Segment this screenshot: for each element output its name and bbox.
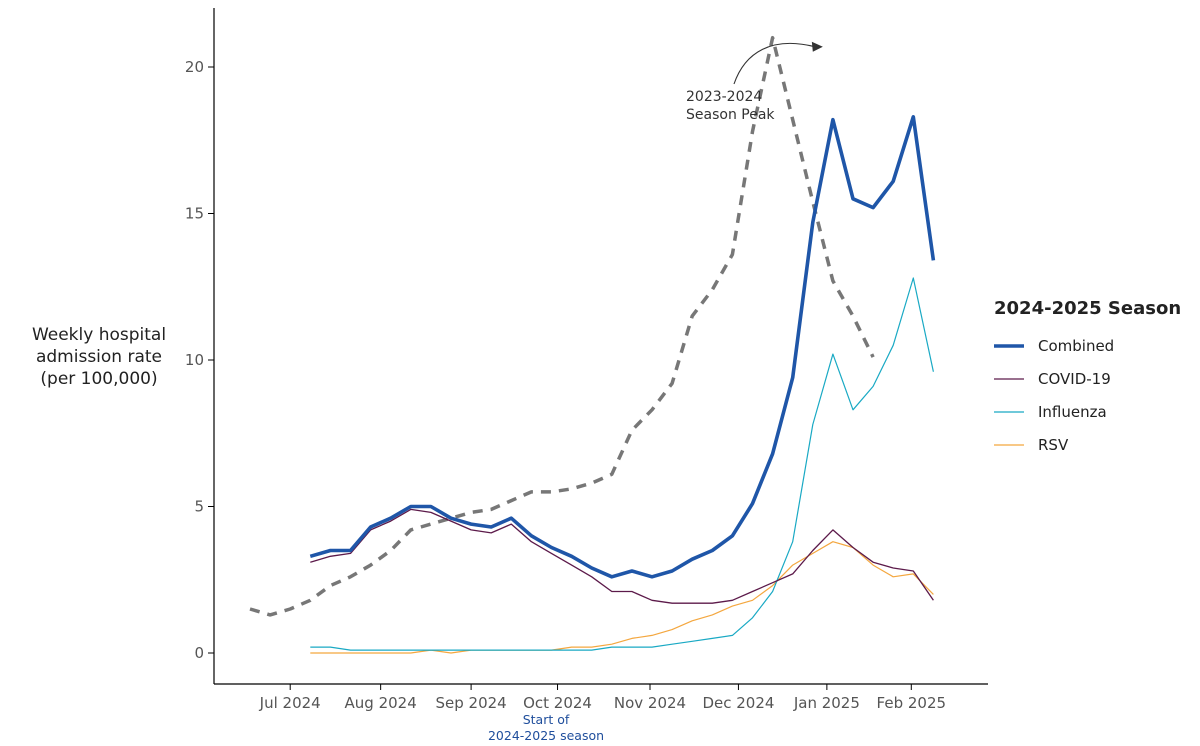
prior-season-peak-annotation: 2023-2024 Season Peak [686, 88, 775, 124]
legend-swatch-covid [994, 377, 1024, 380]
series-layer [249, 35, 936, 654]
series-line-prior [249, 35, 875, 617]
legend-label-influenza: Influenza [1038, 402, 1107, 421]
y-tick-label: 20 [185, 58, 204, 76]
annotation-arrowhead [811, 41, 823, 52]
y-tick-label: 10 [185, 351, 204, 369]
annotation-arrow [733, 42, 815, 85]
y-axis-label: Weekly hospital admission rate (per 100,… [18, 324, 180, 390]
x-tick-label: Dec 2024 [702, 694, 774, 712]
legend-title: 2024-2025 Season [994, 298, 1182, 319]
legend: 2024-2025 Season Combined COVID-19 Influ… [994, 298, 1181, 461]
series-line-rsv [310, 541, 934, 654]
legend-item-influenza: Influenza [994, 395, 1181, 428]
y-tick-label: 5 [194, 498, 204, 516]
season-start-note: Start of 2024-2025 season [476, 712, 616, 744]
series-line-combined [309, 115, 936, 579]
legend-swatch-influenza [994, 410, 1024, 413]
legend-item-combined: Combined [994, 329, 1181, 362]
legend-label-rsv: RSV [1038, 435, 1069, 454]
season-start-note-line: 2024-2025 season [487, 728, 605, 743]
legend-item-rsv: RSV [994, 428, 1181, 461]
legend-label-covid: COVID-19 [1038, 369, 1111, 388]
y-tick-label: 15 [185, 205, 204, 223]
y-axis-label-line: (per 100,000) [40, 369, 158, 389]
annotation-layer [733, 41, 823, 85]
y-tick-label: 0 [194, 644, 204, 662]
legend-swatch-rsv [994, 443, 1024, 446]
x-tick-label: Jan 2025 [793, 694, 860, 712]
x-tick-label: Aug 2024 [345, 694, 417, 712]
x-tick-label: Sep 2024 [435, 694, 506, 712]
y-axis-label-line: admission rate [35, 347, 163, 367]
y-axis-label-line: Weekly hospital [31, 325, 167, 345]
legend-label-combined: Combined [1038, 336, 1115, 355]
legend-swatch-combined [994, 343, 1024, 348]
series-line-covid [310, 508, 934, 604]
annotation-line: Season Peak [686, 107, 775, 123]
annotation-line: 2023-2024 [686, 89, 763, 105]
x-tick-label: Nov 2024 [614, 694, 686, 712]
axes: 0 5 10 15 20 Jul 2024 Aug 2024 Sep 2024 Oct 2024… [185, 8, 988, 712]
x-tick-label: Feb 2025 [877, 694, 947, 712]
x-tick-label: Oct 2024 [523, 694, 592, 712]
legend-item-covid: COVID-19 [994, 362, 1181, 395]
season-start-note-line: Start of [522, 712, 570, 727]
x-tick-label: Jul 2024 [259, 694, 321, 712]
series-line-influenza [310, 277, 934, 651]
